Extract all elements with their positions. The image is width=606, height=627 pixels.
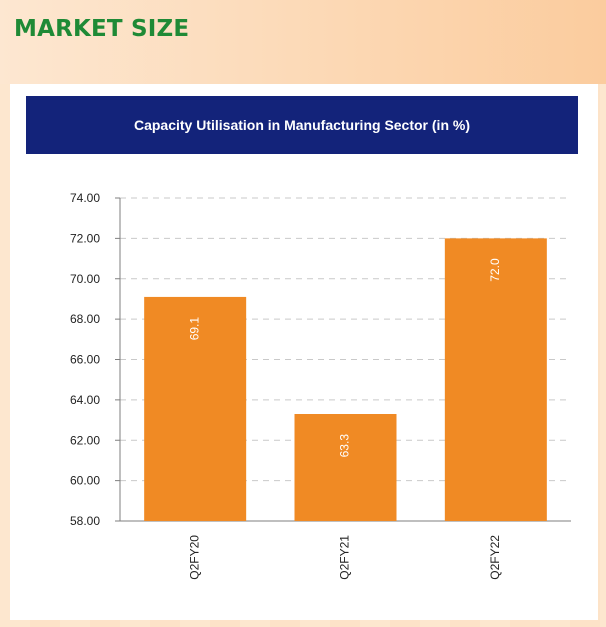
y-tick-label: 60.00 <box>70 474 100 488</box>
y-tick-label: 66.00 <box>70 353 100 367</box>
x-tick-label: Q2FY22 <box>488 535 502 580</box>
bar-q2fy20 <box>144 296 247 521</box>
x-tick-label: Q2FY21 <box>338 535 352 580</box>
bar-value-label: 63.3 <box>338 434 352 458</box>
y-tick-label: 58.00 <box>70 514 100 528</box>
bars <box>144 238 547 521</box>
y-tick-label: 64.00 <box>70 393 100 407</box>
y-tick-label: 70.00 <box>70 272 100 286</box>
header-band <box>0 0 606 84</box>
chart-title-bar <box>26 96 578 154</box>
bar-value-label: 69.1 <box>187 317 201 341</box>
bar-q2fy22 <box>444 238 547 521</box>
y-tick-label: 68.00 <box>70 312 100 326</box>
bar-value-label: 72.0 <box>488 258 502 282</box>
y-tick-label: 74.00 <box>70 191 100 205</box>
x-tick-label: Q2FY20 <box>187 535 201 580</box>
chart-title: Capacity Utilisation in Manufacturing Se… <box>133 117 471 133</box>
y-tick-label: 72.00 <box>70 231 100 245</box>
y-tick-label: 62.00 <box>70 433 100 447</box>
page-title: MARKET SIZE <box>14 16 190 42</box>
bar-q2fy21 <box>294 414 397 521</box>
labels: 58.00 60.00 62.00 64.00 66.00 68.00 70.00 72.00… <box>70 191 502 580</box>
